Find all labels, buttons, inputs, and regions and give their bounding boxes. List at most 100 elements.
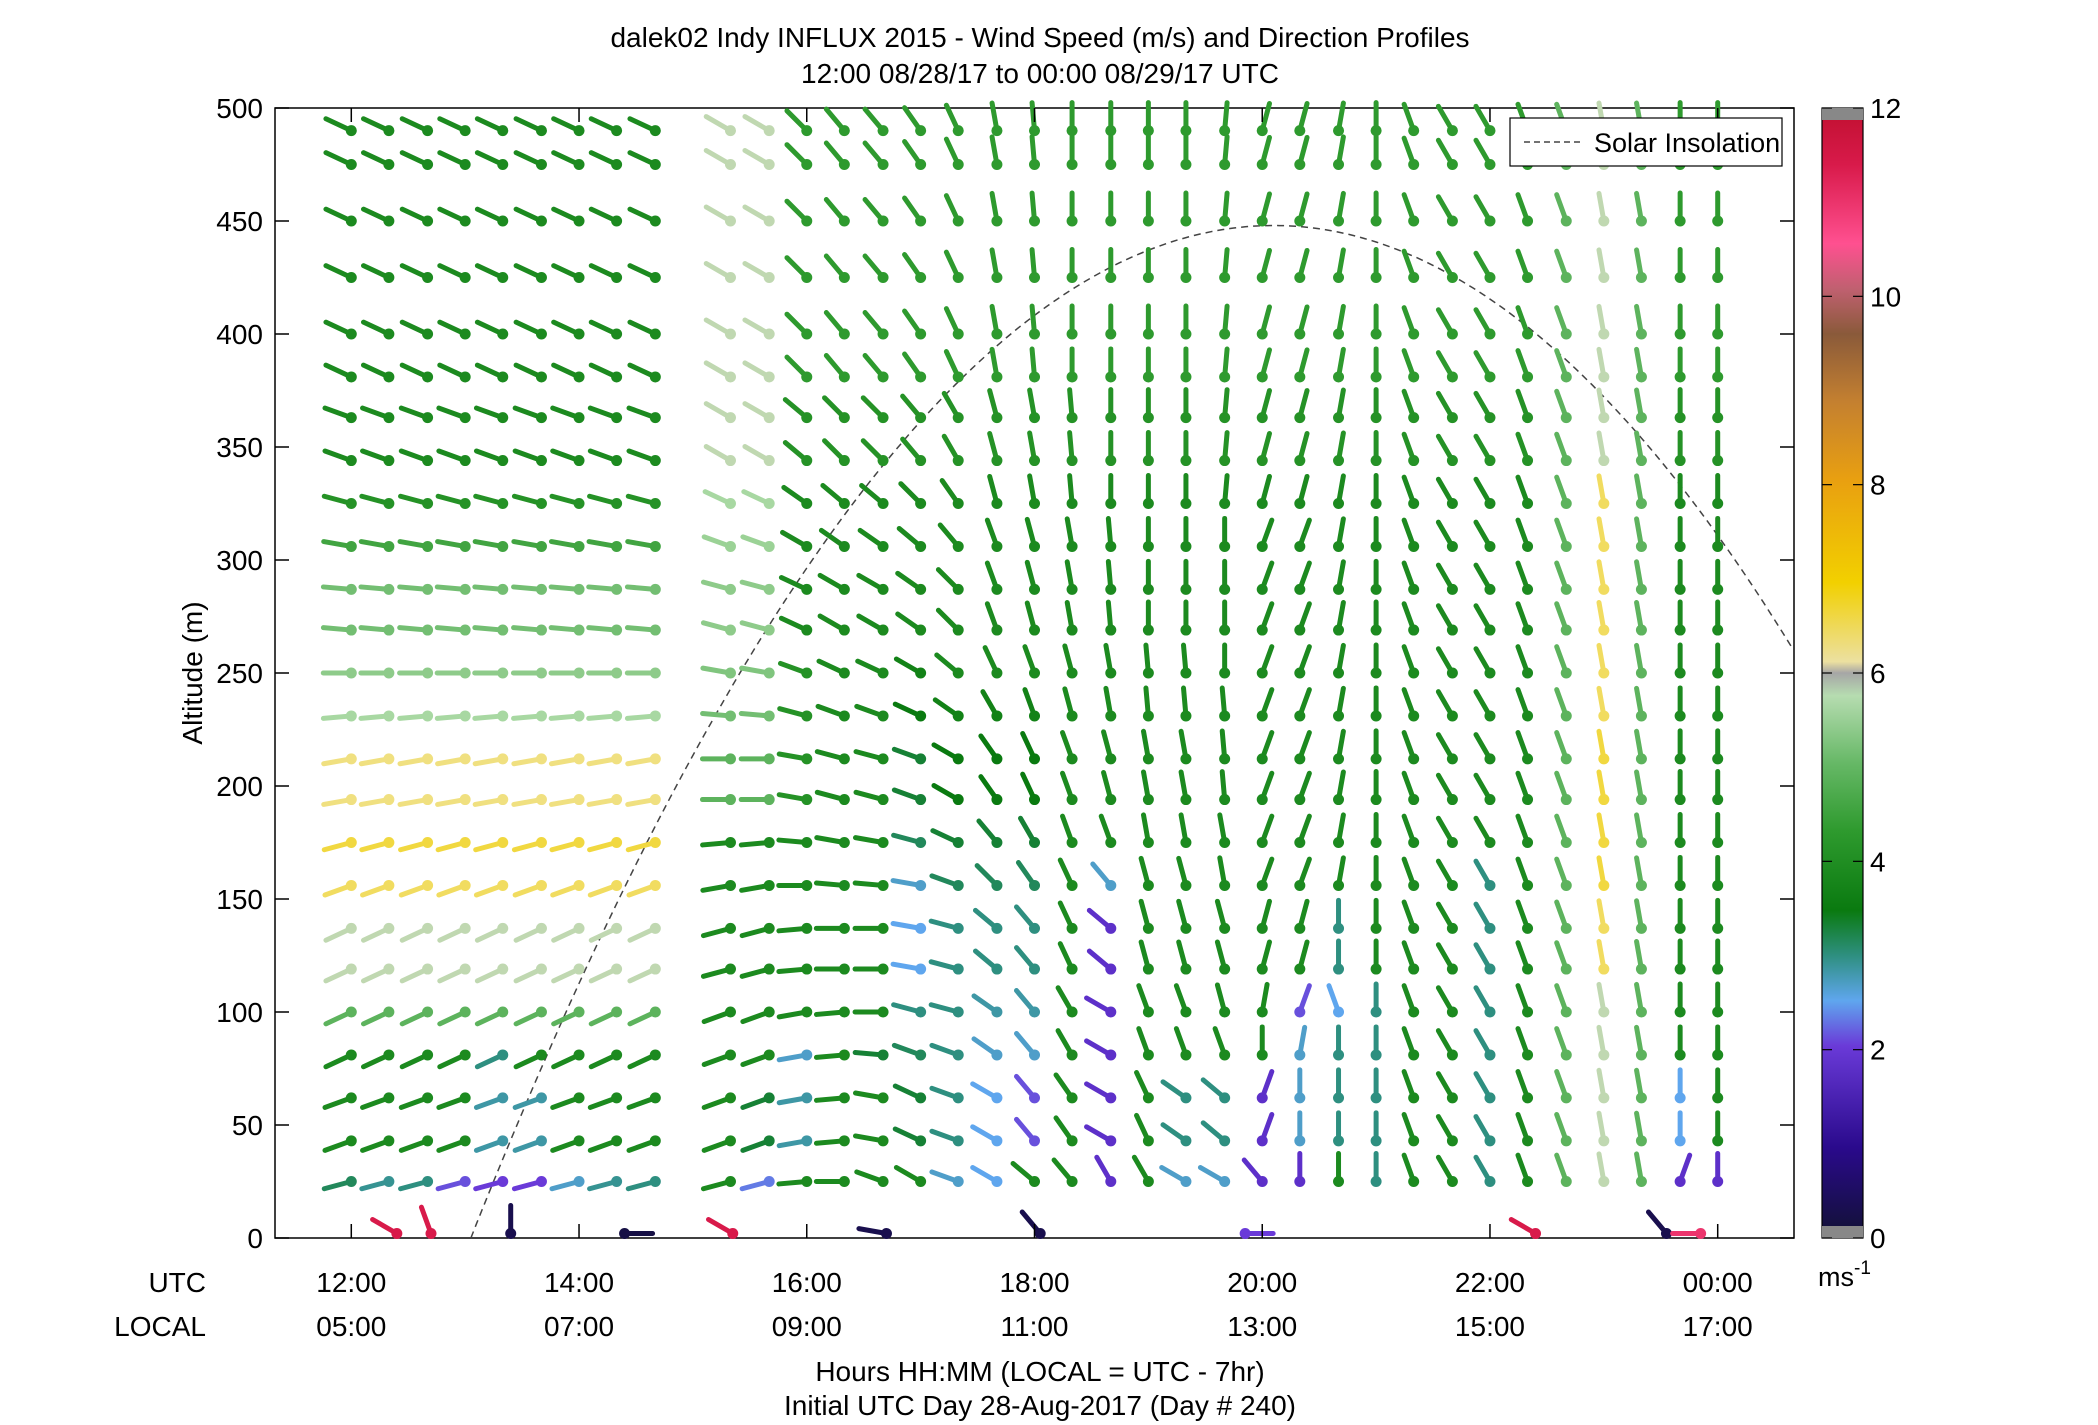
wind-barb-head <box>1142 1176 1154 1187</box>
wind-barb-head <box>1598 1176 1610 1187</box>
wind-barb <box>1596 981 1610 1018</box>
wind-barb-head <box>1066 455 1078 467</box>
wind-barb <box>1596 387 1610 424</box>
wind-barb-head <box>1522 371 1534 383</box>
wind-barb-head <box>573 1006 585 1018</box>
wind-barb <box>513 1006 547 1027</box>
wind-barb <box>1138 939 1154 975</box>
surface-wind-barb <box>1239 1227 1276 1239</box>
wind-barb <box>1333 728 1346 765</box>
wind-barb <box>511 583 547 595</box>
wind-barb <box>1178 728 1192 765</box>
wind-barb <box>1294 856 1312 891</box>
surface-wind-barb <box>370 1216 403 1239</box>
wind-barb <box>434 667 471 679</box>
wind-barb <box>1370 897 1382 934</box>
wind-barb-head <box>1370 837 1382 848</box>
wind-barb-head <box>1256 498 1268 509</box>
wind-barb-head <box>459 837 471 848</box>
wind-barb <box>700 620 736 636</box>
wind-barb <box>782 440 813 467</box>
wind-barb-head <box>1219 583 1231 595</box>
wind-barb <box>548 539 585 552</box>
chart-title: dalek02 Indy INFLUX 2015 - Wind Speed (m… <box>610 22 1469 53</box>
wind-barb <box>823 310 850 340</box>
wind-barb <box>1401 770 1420 806</box>
wind-barb-head <box>991 667 1003 679</box>
wind-barb <box>437 1006 471 1027</box>
wind-barb <box>1333 685 1346 722</box>
wind-barb-head <box>952 328 964 340</box>
wind-barb <box>323 362 357 383</box>
wind-barb-head <box>1522 667 1534 679</box>
wind-barb-head <box>1105 455 1117 467</box>
wind-barb-head <box>1712 498 1724 509</box>
wind-barb <box>989 134 1003 170</box>
wind-barb <box>472 624 509 636</box>
wind-barb <box>740 1049 775 1068</box>
x-tick-label-local: 07:00 <box>544 1311 614 1342</box>
wind-barb <box>972 907 1003 934</box>
wind-barb <box>1674 728 1686 765</box>
wind-barb <box>1554 192 1572 227</box>
wind-barb-head <box>838 879 850 891</box>
wind-barb <box>742 360 775 383</box>
wind-barb <box>1294 560 1312 595</box>
wind-barb-head <box>1598 412 1610 424</box>
wind-barb <box>1333 812 1346 848</box>
wind-barb <box>1142 599 1154 636</box>
wind-barb-head <box>1484 125 1496 137</box>
wind-barb <box>1674 812 1686 848</box>
wind-barb-head <box>1408 1092 1420 1104</box>
wind-barb-head <box>1712 1049 1724 1061</box>
wind-barb <box>700 1176 736 1192</box>
wind-barb <box>548 794 585 807</box>
wind-barb-head <box>801 624 813 636</box>
wind-barb <box>1554 431 1572 467</box>
wind-barb <box>1066 387 1078 424</box>
wind-barb-head <box>1635 837 1647 848</box>
wind-barb <box>1015 860 1040 891</box>
wind-barb-head <box>1674 540 1686 552</box>
wind-barb <box>359 1176 395 1192</box>
wind-barb-head <box>1256 1135 1268 1147</box>
wind-barb-head <box>1066 1135 1078 1147</box>
wind-barb <box>776 1049 813 1063</box>
wind-barb <box>1712 1110 1724 1147</box>
wind-barb-head <box>991 272 1003 283</box>
wind-barb-head <box>422 583 434 595</box>
wind-barb-head <box>649 328 661 340</box>
wind-barb <box>701 1049 736 1068</box>
wind-barb-head <box>383 879 395 891</box>
wind-barb-head <box>1560 1006 1572 1018</box>
wind-barb <box>625 794 661 807</box>
wind-barb-head <box>1484 371 1496 383</box>
wind-barb <box>929 873 964 891</box>
wind-barb <box>474 150 509 170</box>
wind-barb-head <box>952 371 964 383</box>
wind-barb <box>784 311 813 340</box>
wind-barb <box>1105 303 1117 340</box>
wind-barb-head <box>383 1006 395 1018</box>
wind-barb <box>823 140 850 170</box>
wind-barb <box>813 1006 850 1018</box>
wind-barb-head <box>1370 1006 1382 1018</box>
wind-barb-head <box>724 1092 736 1104</box>
chart-subtitle: 12:00 08/28/17 to 00:00 08/29/17 UTC <box>801 58 1279 89</box>
wind-barb <box>1401 940 1420 975</box>
wind-barb <box>1055 985 1078 1018</box>
wind-barb <box>1401 1069 1420 1104</box>
wind-barb <box>551 116 585 137</box>
wind-barb-head <box>991 1092 1003 1104</box>
wind-barb-head <box>535 753 547 765</box>
y-axis-label: Altitude (m) <box>177 601 208 744</box>
wind-barb <box>1435 103 1458 137</box>
wind-barb-head <box>1598 922 1610 934</box>
wind-barb <box>1053 1115 1078 1147</box>
wind-barb-head <box>497 1049 509 1061</box>
wind-barb <box>1634 599 1647 636</box>
wind-barb <box>627 150 661 170</box>
wind-barb <box>1294 247 1310 283</box>
wind-barb <box>989 346 1003 383</box>
wind-barb-head <box>1484 753 1496 765</box>
